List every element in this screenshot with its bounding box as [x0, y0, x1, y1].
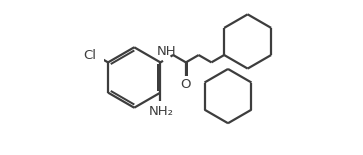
Text: NH: NH: [157, 45, 176, 58]
Text: O: O: [180, 78, 190, 91]
Text: NH₂: NH₂: [149, 105, 174, 118]
Text: Cl: Cl: [83, 49, 96, 62]
